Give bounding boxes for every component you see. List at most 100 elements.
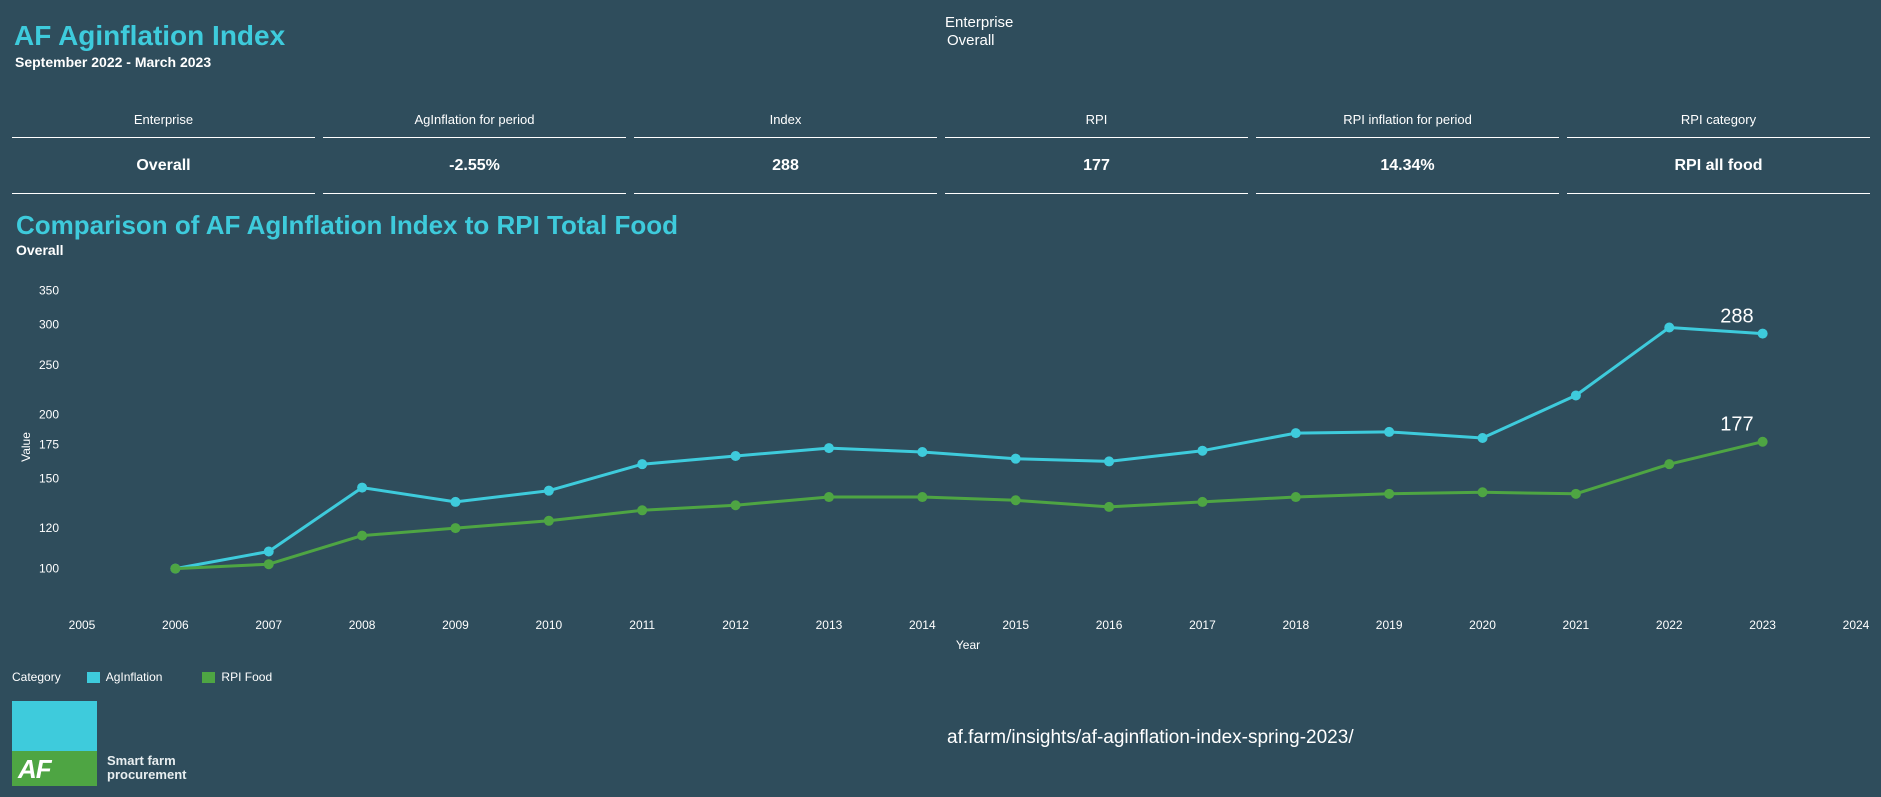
data-point xyxy=(357,530,368,541)
divider xyxy=(634,137,937,138)
enterprise-filter-value[interactable]: Overall xyxy=(947,32,995,49)
y-tick-label: 300 xyxy=(39,318,59,332)
divider xyxy=(323,193,626,194)
kpi-aginflation: AgInflation for period -2.55% xyxy=(323,112,626,196)
x-tick-label: 2021 xyxy=(1563,618,1590,632)
x-tick-label: 2018 xyxy=(1282,618,1309,632)
kpi-label: RPI xyxy=(1085,112,1108,127)
x-tick-label: 2009 xyxy=(442,618,469,632)
x-tick-label: 2012 xyxy=(722,618,749,632)
line-chart: 2005 2006 2007 2008 2009 2010 2011 2012 2013 2014… xyxy=(19,283,1870,652)
data-point xyxy=(1290,428,1301,439)
kpi-enterprise: Enterprise Overall xyxy=(12,112,315,196)
kpi-row: Enterprise Overall AgInflation for perio… xyxy=(12,112,1870,196)
kpi-value: -2.55% xyxy=(449,157,500,174)
legend-item-aginflation[interactable]: AgInflation xyxy=(86,670,163,684)
divider xyxy=(945,193,1248,194)
logo-tagline: Smart farm procurement xyxy=(107,754,186,782)
divider xyxy=(12,137,315,138)
data-point xyxy=(917,447,928,458)
kpi-rpi-inflation: RPI inflation for period 14.34% xyxy=(1256,112,1559,196)
logo-bottom-block: AF xyxy=(12,751,97,786)
period-subtitle: September 2022 - March 2023 xyxy=(15,54,212,70)
x-tick-label: 2024 xyxy=(1843,618,1870,632)
divider xyxy=(323,137,626,138)
kpi-label: Enterprise xyxy=(133,112,194,127)
legend-title: Category xyxy=(12,670,61,684)
data-point xyxy=(1477,433,1488,443)
legend-swatch xyxy=(202,671,216,683)
data-point xyxy=(1570,390,1581,401)
y-axis-label: Value xyxy=(19,432,33,462)
divider xyxy=(1567,193,1870,194)
data-point xyxy=(823,443,834,454)
data-point xyxy=(730,450,741,461)
data-point xyxy=(543,515,554,526)
divider xyxy=(1256,137,1559,138)
legend-item-rpi-food[interactable]: RPI Food xyxy=(202,670,272,684)
data-point xyxy=(263,546,274,557)
y-tick-label: 250 xyxy=(39,358,59,372)
end-value-label: 288 xyxy=(1720,306,1753,328)
data-point xyxy=(1384,488,1395,499)
x-tick-label: 2006 xyxy=(162,618,189,632)
y-tick-label: 175 xyxy=(39,437,59,451)
enterprise-filter-label: Enterprise xyxy=(945,14,1014,31)
legend-swatch xyxy=(86,671,100,683)
x-tick-label: 2008 xyxy=(349,618,376,632)
legend: Category AgInflation RPI Food xyxy=(12,669,312,685)
data-point xyxy=(263,559,274,570)
data-point xyxy=(823,492,834,503)
data-point xyxy=(1010,495,1021,506)
chart-subtitle: Overall xyxy=(16,242,64,258)
logo-top-block xyxy=(12,701,97,751)
data-point xyxy=(1010,453,1021,464)
divider xyxy=(1567,137,1870,138)
y-tick-label: 150 xyxy=(39,472,59,486)
data-point xyxy=(357,482,368,493)
x-tick-label: 2017 xyxy=(1189,618,1216,632)
kpi-value: 14.34% xyxy=(1380,157,1435,174)
kpi-value: 288 xyxy=(772,157,799,174)
data-point xyxy=(1570,488,1581,499)
data-point xyxy=(543,485,554,496)
data-point xyxy=(730,500,741,511)
y-tick-label: 120 xyxy=(39,521,59,535)
series-line-0 xyxy=(175,326,1763,571)
data-point xyxy=(450,496,461,507)
data-point xyxy=(1664,322,1675,333)
divider xyxy=(1256,193,1559,194)
data-point xyxy=(1757,436,1768,447)
legend-label: RPI Food xyxy=(221,670,273,684)
x-tick-label: 2010 xyxy=(535,618,562,632)
data-point xyxy=(1477,487,1488,498)
kpi-index: Index 288 xyxy=(634,112,937,196)
data-point xyxy=(1664,459,1675,470)
data-point xyxy=(1104,456,1115,467)
tagline-line: procurement xyxy=(107,767,187,782)
divider xyxy=(634,193,937,194)
x-tick-label: 2013 xyxy=(816,618,843,632)
y-tick-label: 100 xyxy=(39,562,59,576)
data-point xyxy=(637,459,648,470)
divider xyxy=(12,193,315,194)
y-tick-label: 200 xyxy=(39,408,59,422)
tagline-line: Smart farm xyxy=(107,753,176,768)
data-point xyxy=(1384,426,1395,437)
x-tick-label: 2023 xyxy=(1749,618,1776,632)
data-point xyxy=(1197,496,1208,507)
page-title: AF Aginflation Index xyxy=(14,20,286,51)
y-tick-label: 350 xyxy=(39,283,59,297)
divider xyxy=(945,137,1248,138)
x-tick-label: 2011 xyxy=(629,618,655,632)
source-link[interactable]: af.farm/insights/af-aginflation-index-sp… xyxy=(947,727,1354,748)
series-line-1 xyxy=(175,440,1763,571)
kpi-label: Index xyxy=(769,112,802,127)
kpi-rpi: RPI 177 xyxy=(945,112,1248,196)
data-point xyxy=(170,563,181,574)
x-tick-label: 2020 xyxy=(1469,618,1496,632)
legend-label: AgInflation xyxy=(105,670,163,684)
x-axis-label: Year xyxy=(956,638,980,652)
data-point xyxy=(637,505,648,516)
data-point xyxy=(1290,492,1301,503)
